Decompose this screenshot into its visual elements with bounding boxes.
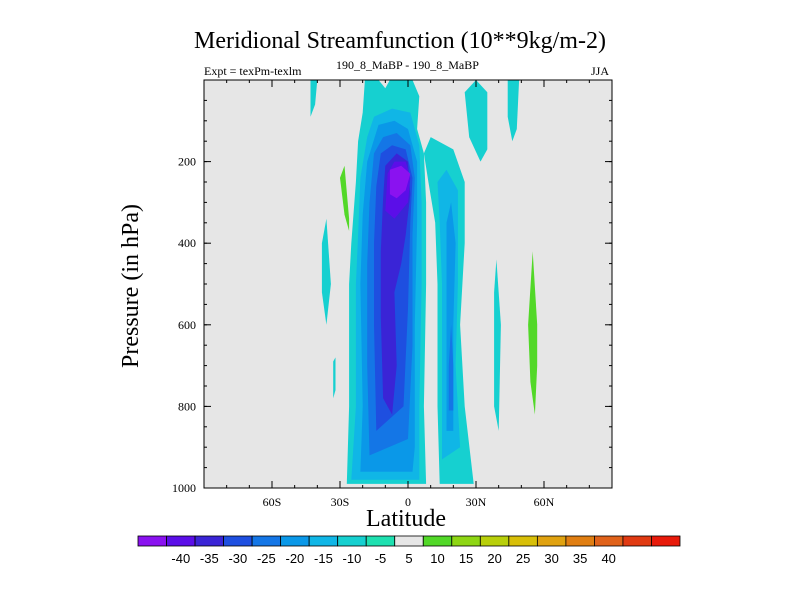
colorbar-label: 30 (544, 551, 558, 566)
contour-sh-thin-negative (321, 218, 331, 325)
y-tick-label: 800 (178, 399, 196, 413)
colorbar-box (394, 535, 424, 547)
colorbar-label: 10 (430, 551, 444, 566)
plot-area (204, 80, 612, 488)
x-tick-label: 30S (331, 495, 350, 509)
contour-nh-thin-negative (494, 259, 501, 431)
contour-equatorial-negative-cell (389, 165, 411, 199)
colorbar-label: -25 (257, 551, 276, 566)
colorbar-box (565, 535, 595, 547)
colorbar-box (365, 535, 396, 547)
colorbar-box (166, 535, 196, 547)
colorbar-box (251, 535, 282, 547)
y-tick-label: 600 (178, 318, 196, 332)
center-string: 190_8_MaBP - 190_8_MaBP (336, 58, 479, 72)
x-axis-title: Latitude (366, 506, 446, 532)
left-string: Expt = texPm-texlm (204, 64, 302, 78)
colorbar-box (508, 535, 538, 547)
y-tick-label: 1000 (172, 481, 196, 495)
y-axis-title: Pressure (in hPa) (118, 204, 144, 368)
colorbar-box (422, 535, 453, 547)
colorbar-box (280, 535, 310, 547)
colorbar-box (308, 535, 339, 547)
contour-nh-negative-cell (448, 324, 454, 411)
contour-nh-thin-negative (464, 80, 488, 162)
colorbar-label: -35 (200, 551, 219, 566)
axes: 60S 30S 0 30N 60N 200 400 600 800 1000 (172, 79, 613, 509)
colorbar-label: 25 (516, 551, 530, 566)
colorbar-label: 35 (573, 551, 587, 566)
chart-title: Meridional Streamfunction (10**9kg/m-2) (194, 28, 606, 54)
colorbar-label: -10 (343, 551, 362, 566)
colorbar-box (651, 535, 681, 547)
colorbar-label: 40 (601, 551, 615, 566)
colorbar-label: 20 (487, 551, 501, 566)
colorbar-box (337, 535, 367, 547)
colorbar-label: 15 (459, 551, 473, 566)
contour-sh-thin-negative (310, 80, 318, 117)
contour-nh-thin-negative (507, 80, 520, 142)
contour-nh-negative-cell (446, 202, 456, 431)
colorbar-label: -15 (314, 551, 333, 566)
colorbar-box (223, 535, 253, 547)
contour-equatorial-negative-cell (380, 153, 411, 415)
y-tick-label: 400 (178, 236, 196, 250)
colorbar-label: -30 (228, 551, 247, 566)
contour-sh-thin-negative (333, 357, 336, 399)
x-tick-label: 0 (405, 495, 411, 509)
colorbar-box (194, 535, 224, 547)
colorbar: -40 -35 -30 -25 -20 -15 -10 -5 5 10 15 20 25 30 35 40 (137, 535, 681, 566)
x-tick-label: 60N (534, 495, 555, 509)
contour-sh-positive (340, 165, 350, 231)
contour-nh-positive (528, 251, 538, 415)
y-tick-label: 200 (178, 155, 196, 169)
colorbar-label: 5 (405, 551, 412, 566)
colorbar-box (479, 535, 510, 547)
colorbar-box (536, 535, 567, 547)
x-tick-label: 30N (466, 495, 487, 509)
right-string: JJA (591, 64, 610, 78)
colorbar-box (622, 535, 652, 547)
colorbar-label: -5 (375, 551, 387, 566)
x-tick-label: 60S (263, 495, 282, 509)
colorbar-box (594, 535, 624, 547)
colorbar-box (451, 535, 481, 547)
colorbar-label: -20 (285, 551, 304, 566)
colorbar-box (137, 535, 167, 547)
colorbar-label: -40 (171, 551, 190, 566)
